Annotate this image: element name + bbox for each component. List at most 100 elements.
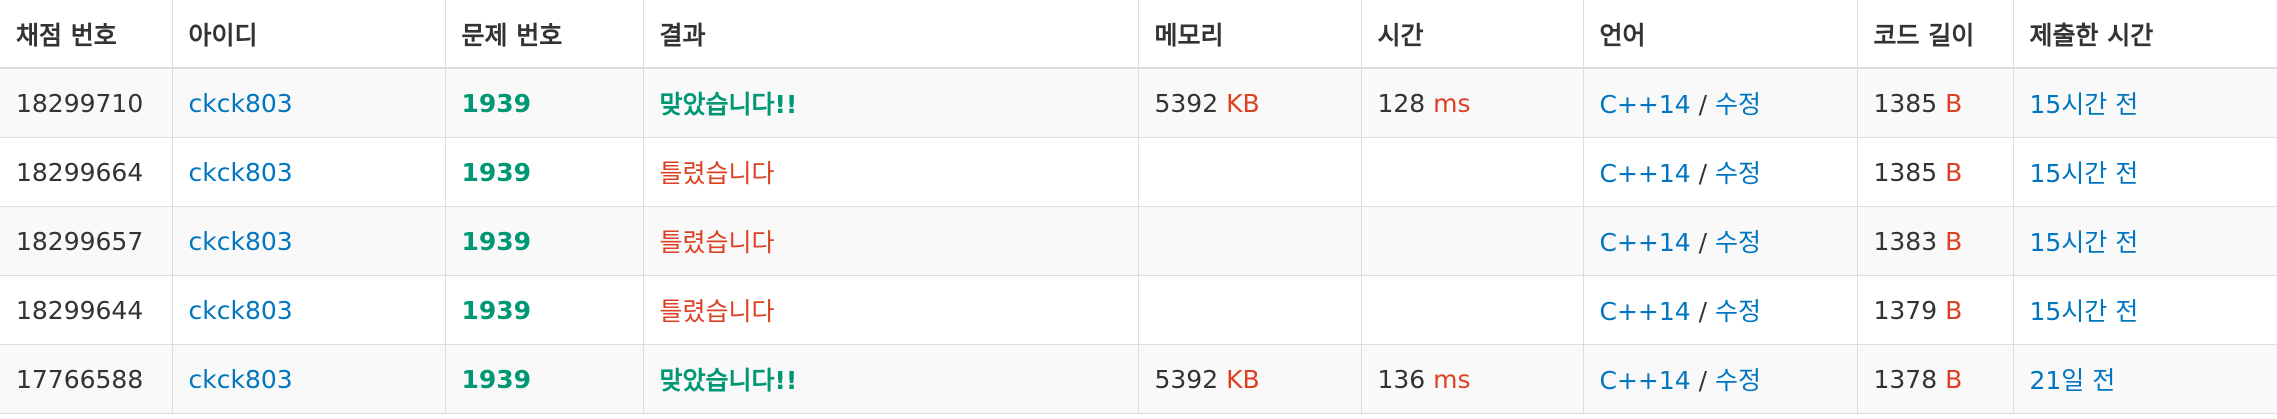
language-link[interactable]: C++14 [1599,159,1691,188]
edit-link[interactable]: 수정 [1715,159,1762,188]
edit-link[interactable]: 수정 [1715,366,1762,395]
language-cell: C++14 / 수정 [1582,137,1858,207]
result-cell: 틀렸습니다 [642,137,1139,207]
submitted-at-link[interactable]: 15시간 전 [2029,228,2139,257]
submission-id-cell: 18299644 [0,275,173,345]
language-separator: / [1690,90,1715,119]
code-length-cell: 1378 B [1856,344,2014,414]
time-unit: ms [1433,364,1471,394]
table-row: 17766588 ckck803 1939 맞았습니다!! 5392 KB 136 ms C… [0,344,2277,414]
time-value: 128 [1377,88,1426,118]
submission-id: 17766588 [16,364,144,394]
memory-value: 5392 [1154,364,1219,394]
problem-id-cell: 1939 [444,67,644,138]
result-cell: 맞았습니다!! [642,67,1139,138]
result-cell: 틀렸습니다 [642,206,1139,276]
language-cell: C++14 / 수정 [1582,344,1858,414]
memory-cell [1137,137,1362,207]
code-length-unit: B [1945,364,1963,394]
memory-unit: KB [1226,364,1260,394]
user-id-cell: ckck803 [171,275,446,345]
user-id-link[interactable]: ckck803 [188,295,293,325]
table-header-row: 채점 번호 아이디 문제 번호 결과 메모리 시간 언어 코드 길이 제출한 시… [0,0,2277,69]
language-cell: C++14 / 수정 [1582,67,1858,138]
table-row: 18299657 ckck803 1939 틀렸습니다 C++14 / 수정 1383 B… [0,206,2277,276]
submission-id: 18299644 [16,295,144,325]
user-id-link[interactable]: ckck803 [188,364,293,394]
time-cell: 128 ms [1360,67,1584,138]
time-cell [1360,137,1584,207]
header-user-id: 아이디 [171,0,446,69]
submission-id-cell: 18299664 [0,137,173,207]
submission-id: 18299710 [16,88,144,118]
time-unit: ms [1433,88,1471,118]
result-text: 틀렸습니다 [659,297,775,326]
memory-unit: KB [1226,88,1260,118]
code-length-value: 1385 [1873,88,1938,118]
problem-id-cell: 1939 [444,344,644,414]
submitted-at-link[interactable]: 15시간 전 [2029,90,2139,119]
code-length-unit: B [1945,295,1963,325]
language-separator: / [1690,159,1715,188]
code-length-value: 1385 [1873,157,1938,187]
submitted-at-link[interactable]: 15시간 전 [2029,159,2139,188]
code-length-cell: 1385 B [1856,137,2014,207]
memory-cell [1137,275,1362,345]
language-link[interactable]: C++14 [1599,90,1691,119]
memory-cell: 5392 KB [1137,344,1362,414]
header-result: 결과 [642,0,1139,69]
memory-cell: 5392 KB [1137,67,1362,138]
language-link[interactable]: C++14 [1599,366,1691,395]
problem-id-cell: 1939 [444,275,644,345]
result-cell: 틀렸습니다 [642,275,1139,345]
submission-id: 18299657 [16,226,144,256]
header-code-length: 코드 길이 [1856,0,2014,69]
table-row: 18299644 ckck803 1939 틀렸습니다 C++14 / 수정 1379 B… [0,275,2277,345]
problem-id-link[interactable]: 1939 [461,88,532,118]
code-length-cell: 1385 B [1856,67,2014,138]
memory-value: 5392 [1154,88,1219,118]
submitted-at-link[interactable]: 15시간 전 [2029,297,2139,326]
time-cell [1360,206,1584,276]
submission-id-cell: 18299710 [0,67,173,138]
user-id-cell: ckck803 [171,67,446,138]
header-memory: 메모리 [1137,0,1362,69]
language-link[interactable]: C++14 [1599,297,1691,326]
code-length-value: 1383 [1873,226,1938,256]
submitted-at-link[interactable]: 21일 전 [2029,366,2116,395]
problem-id-link[interactable]: 1939 [461,295,532,325]
memory-cell [1137,206,1362,276]
edit-link[interactable]: 수정 [1715,90,1762,119]
problem-id-link[interactable]: 1939 [461,364,532,394]
problem-id-link[interactable]: 1939 [461,157,532,187]
code-length-unit: B [1945,226,1963,256]
problem-id-cell: 1939 [444,206,644,276]
language-separator: / [1690,366,1715,395]
user-id-link[interactable]: ckck803 [188,157,293,187]
result-text: 맞았습니다!! [659,366,798,395]
language-cell: C++14 / 수정 [1582,275,1858,345]
user-id-cell: ckck803 [171,344,446,414]
problem-id-link[interactable]: 1939 [461,226,532,256]
result-text: 틀렸습니다 [659,159,775,188]
code-length-cell: 1379 B [1856,275,2014,345]
time-cell: 136 ms [1360,344,1584,414]
submitted-at-cell: 15시간 전 [2012,206,2277,276]
code-length-value: 1378 [1873,364,1938,394]
code-length-unit: B [1945,88,1963,118]
submitted-at-cell: 21일 전 [2012,344,2277,414]
user-id-link[interactable]: ckck803 [188,226,293,256]
edit-link[interactable]: 수정 [1715,297,1762,326]
submitted-at-cell: 15시간 전 [2012,137,2277,207]
edit-link[interactable]: 수정 [1715,228,1762,257]
language-cell: C++14 / 수정 [1582,206,1858,276]
user-id-cell: ckck803 [171,206,446,276]
user-id-link[interactable]: ckck803 [188,88,293,118]
language-link[interactable]: C++14 [1599,228,1691,257]
submission-id-cell: 17766588 [0,344,173,414]
table-row: 18299664 ckck803 1939 틀렸습니다 C++14 / 수정 1385 B… [0,137,2277,207]
header-problem-id: 문제 번호 [444,0,644,69]
table-body: 18299710 ckck803 1939 맞았습니다!! 5392 KB 128 ms C… [0,67,2277,414]
table-row: 18299710 ckck803 1939 맞았습니다!! 5392 KB 128 ms C… [0,67,2277,138]
